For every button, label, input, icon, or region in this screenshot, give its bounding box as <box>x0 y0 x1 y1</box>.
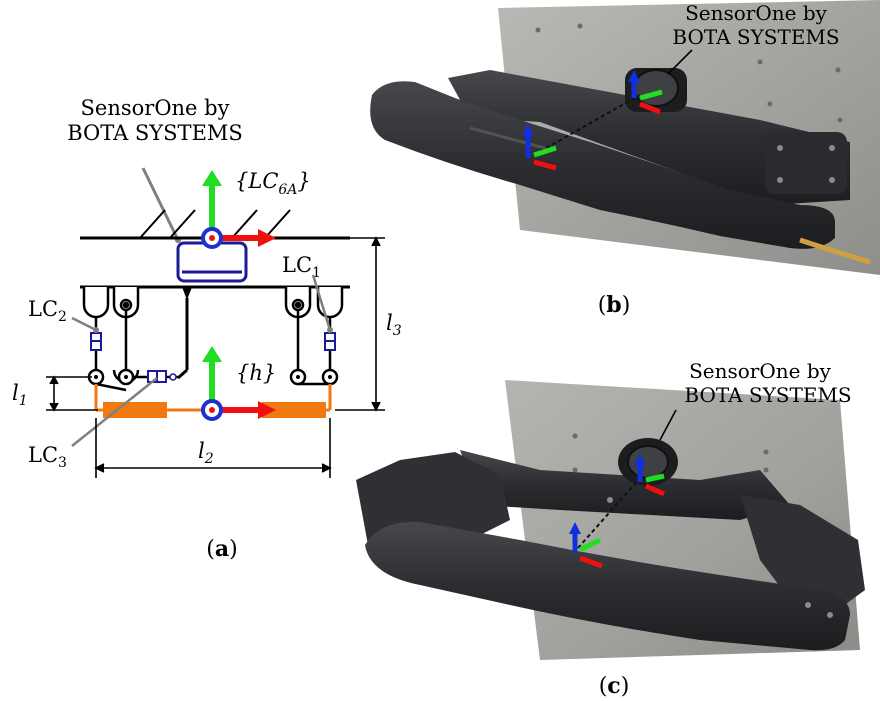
panel-b-right-bracket <box>765 132 847 194</box>
lc1-label: LC1 <box>282 253 321 281</box>
panel-b-sensor-leader-line <box>667 49 693 75</box>
frame-h-label: {h} <box>236 361 276 385</box>
panel-b-cable <box>799 237 871 265</box>
dimension-l3 <box>335 236 385 412</box>
panel-c-upper-frame <box>460 450 790 520</box>
panel-b-handle <box>370 81 835 249</box>
panel-c-photo: SensorOne by BOTA SYSTEMS (c) <box>356 359 865 699</box>
panel-c-sensor-frame-axes <box>634 454 666 497</box>
lc6a-origin-dot <box>209 235 215 241</box>
panel-b-caption: (b) <box>598 292 631 318</box>
lc6a-x-arrowhead <box>258 229 276 247</box>
panel-a-sensor-leader-line <box>141 167 180 241</box>
panel-a-sensor-label-line2: BOTA SYSTEMS <box>67 121 243 145</box>
panel-c-handle <box>365 521 850 651</box>
panel-c-sensor-leader-line <box>659 409 677 441</box>
panel-c-bolts <box>607 497 833 618</box>
lc2-label: LC2 <box>28 297 67 325</box>
handle-right-grip <box>262 402 326 418</box>
mount-hatching <box>139 209 291 239</box>
lc3-connector <box>169 373 177 381</box>
panel-b-plate-holes <box>535 23 843 123</box>
right-pulley-group <box>284 287 344 319</box>
panel-b-bolts <box>777 145 835 183</box>
dim-l1-label: l1 <box>12 381 28 409</box>
h-origin-dot <box>209 407 215 413</box>
panel-a-sensor-label-line1: SensorOne by <box>81 96 230 120</box>
lower-pulley-right <box>289 368 339 386</box>
center-link-end <box>177 368 188 380</box>
panel-b-sensor-label-line1: SensorOne by <box>685 1 828 25</box>
dimension-l2 <box>94 418 332 478</box>
panel-c-sensor-label-line1: SensorOne by <box>689 359 832 383</box>
center-pin-icon <box>182 287 192 300</box>
panel-b-upper-frame <box>448 70 850 205</box>
panel-b-sensor-frame-axes <box>628 70 663 115</box>
left-pulley-group <box>82 287 140 319</box>
panel-b-photo: SensorOne by BOTA SYSTEMS (b) <box>370 0 880 318</box>
lc3-label: LC3 <box>28 443 67 471</box>
panel-b-handle-seam <box>469 126 553 152</box>
handle-left-grip <box>103 402 167 418</box>
panel-a-caption: (a) <box>206 536 237 562</box>
dimension-l1 <box>46 375 98 412</box>
panel-a-schematic: SensorOne by BOTA SYSTEMS {LC6A} <box>12 96 402 562</box>
lc1-leader-line <box>311 274 332 331</box>
lc2-leader-line <box>71 316 97 332</box>
panel-c-handle-frame-axes <box>569 522 603 569</box>
h-x-arrowhead <box>258 401 276 419</box>
panel-b-sensor-disk <box>633 69 679 107</box>
h-y-arrowhead <box>202 346 222 362</box>
panel-c-frame-link <box>577 477 641 549</box>
panel-c-right-joint <box>740 495 865 612</box>
panel-b-sensor-label-line2: BOTA SYSTEMS <box>672 25 839 49</box>
panel-c-sensor-disk <box>627 445 669 479</box>
lc6a-y-arrowhead <box>202 170 222 186</box>
panel-c-plate-holes <box>572 433 769 473</box>
panel-b-frame-link <box>533 94 641 156</box>
panel-c-caption: (c) <box>599 673 630 699</box>
frame-lc6a-label: {LC6A} <box>235 169 311 198</box>
dim-l3-label: l3 <box>386 311 402 339</box>
panel-b-handle-frame-axes <box>522 124 557 171</box>
dim-l2-label: l2 <box>198 439 214 467</box>
lc3-leader-line <box>71 377 158 447</box>
panel-c-sensor-label-line2: BOTA SYSTEMS <box>684 383 851 407</box>
